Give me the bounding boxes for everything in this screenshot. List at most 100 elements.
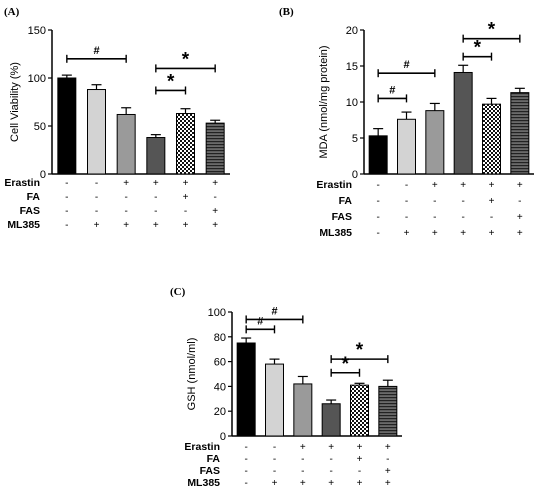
condition-symbol: + xyxy=(300,478,306,489)
condition-name: ML385 xyxy=(187,477,220,489)
condition-symbol: - xyxy=(124,206,127,217)
condition-symbol: + xyxy=(183,192,189,203)
condition-symbol: - xyxy=(95,178,98,189)
condition-symbol: - xyxy=(65,220,68,231)
condition-symbol: - xyxy=(518,196,521,207)
y-tick-label: 100 xyxy=(208,307,226,319)
condition-name: FA xyxy=(339,195,353,207)
significance-label: # xyxy=(257,315,263,327)
y-tick-label: 40 xyxy=(214,381,226,393)
condition-symbol: + xyxy=(517,180,523,191)
y-tick-label: 80 xyxy=(214,332,226,344)
condition-symbol: + xyxy=(272,478,278,489)
condition-symbol: - xyxy=(376,228,379,239)
condition-symbol: + xyxy=(212,220,218,231)
bar xyxy=(425,110,445,175)
condition-symbol: + xyxy=(404,228,410,239)
condition-symbol: + xyxy=(357,478,363,489)
condition-name: Erastin xyxy=(4,177,40,189)
condition-symbol: + xyxy=(517,228,523,239)
bar xyxy=(205,122,225,175)
condition-symbol: - xyxy=(154,206,157,217)
y-tick-label: 150 xyxy=(28,25,46,37)
significance-label: * xyxy=(182,49,190,70)
significance-label: * xyxy=(167,71,175,92)
bar xyxy=(397,118,416,175)
condition-symbol: - xyxy=(273,466,276,477)
condition-name: FA xyxy=(27,191,41,203)
condition-symbol: - xyxy=(490,212,493,223)
condition-symbol: - xyxy=(301,454,304,465)
condition-symbol: + xyxy=(183,178,189,189)
condition-name: FAS xyxy=(200,465,220,477)
bar xyxy=(87,89,106,175)
condition-name: ML385 xyxy=(319,227,352,239)
condition-symbol: - xyxy=(184,206,187,217)
condition-symbol: + xyxy=(212,206,218,217)
panel-c: (C) 0 20 40 60 80 100 GSH (nmol/ml) # # * * Erastin… xyxy=(140,280,420,496)
panel-a: (A) 0 50 100 150 Cell Viability (%) # * * Erasti… xyxy=(0,0,270,250)
y-tick-label: 0 xyxy=(220,431,226,443)
bar xyxy=(293,383,313,437)
bar xyxy=(378,385,398,437)
condition-symbol: + xyxy=(517,212,523,223)
condition-symbol: - xyxy=(376,196,379,207)
condition-symbol: + xyxy=(94,220,100,231)
condition-symbol: + xyxy=(328,478,334,489)
condition-symbol: - xyxy=(154,192,157,203)
y-axis-label: MDA (nmol/mg protein) xyxy=(318,45,330,158)
condition-name: FA xyxy=(207,453,221,465)
condition-symbol: + xyxy=(460,228,466,239)
condition-symbol: - xyxy=(213,192,216,203)
condition-symbol: + xyxy=(328,442,334,453)
y-tick-label: 20 xyxy=(214,406,226,418)
significance-label: * xyxy=(474,38,482,59)
bar xyxy=(350,384,369,437)
condition-symbol: + xyxy=(385,478,391,489)
condition-symbol: + xyxy=(385,442,391,453)
condition-symbol: - xyxy=(273,442,276,453)
condition-symbol: - xyxy=(433,212,436,223)
condition-symbol: - xyxy=(95,206,98,217)
condition-symbol: + xyxy=(385,466,391,477)
panel-letter: (C) xyxy=(170,286,186,298)
y-tick-label: 50 xyxy=(34,121,46,133)
panel-letter: (A) xyxy=(4,6,20,18)
bar xyxy=(116,113,136,175)
condition-symbol: - xyxy=(244,454,247,465)
condition-symbol: + xyxy=(460,180,466,191)
panel-b: (B) 0 5 10 15 20 MDA (nmol/mg protein) # # * * Era… xyxy=(275,0,550,250)
condition-symbol: - xyxy=(433,196,436,207)
condition-symbol: - xyxy=(405,180,408,191)
chart-svg: 0 50 100 150 Cell Viability (%) # * * Erastin - - +… xyxy=(4,25,230,231)
condition-symbol: - xyxy=(65,206,68,217)
condition-name: Erastin xyxy=(316,179,352,191)
bar xyxy=(265,363,284,437)
bar xyxy=(236,342,256,437)
panel-letter: (B) xyxy=(279,6,294,18)
y-tick-label: 0 xyxy=(40,169,46,181)
bar xyxy=(453,71,473,175)
significance-label: # xyxy=(93,45,99,57)
condition-symbol: + xyxy=(489,228,495,239)
condition-name: ML385 xyxy=(7,219,40,231)
y-tick-label: 10 xyxy=(346,97,358,109)
significance-label: # xyxy=(403,59,409,71)
condition-symbol: - xyxy=(95,192,98,203)
condition-symbol: - xyxy=(273,454,276,465)
condition-symbol: - xyxy=(461,196,464,207)
y-tick-label: 60 xyxy=(214,357,226,369)
significance-label: * xyxy=(356,340,364,361)
condition-symbol: - xyxy=(376,212,379,223)
condition-symbol: + xyxy=(183,220,189,231)
condition-symbol: - xyxy=(65,178,68,189)
y-tick-label: 15 xyxy=(346,61,358,73)
chart-svg: 0 5 10 15 20 MDA (nmol/mg protein) # # * * Erastin… xyxy=(316,20,534,239)
condition-symbol: - xyxy=(244,442,247,453)
bar xyxy=(482,103,501,175)
bar xyxy=(146,137,166,175)
bar xyxy=(368,135,388,175)
condition-symbol: + xyxy=(357,442,363,453)
bar xyxy=(510,92,530,175)
